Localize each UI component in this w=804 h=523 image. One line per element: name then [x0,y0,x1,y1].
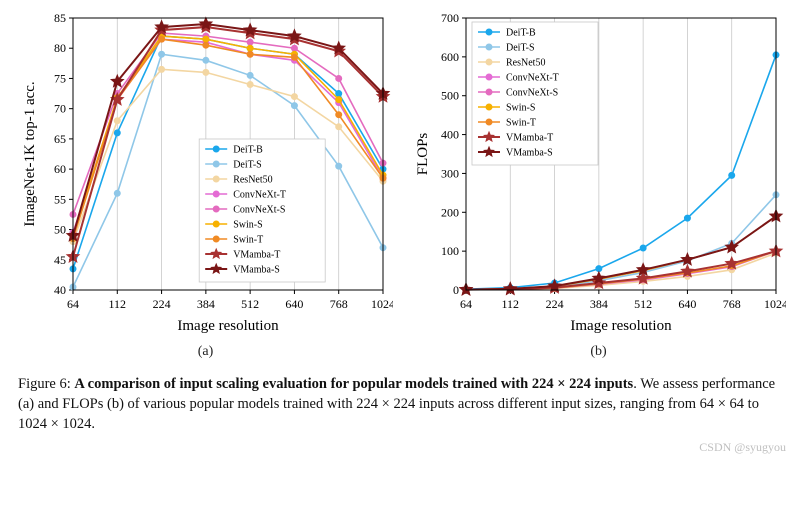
svg-text:Swin-S: Swin-S [233,220,262,231]
svg-text:Swin-T: Swin-T [506,118,536,129]
svg-text:VMamba-S: VMamba-S [233,265,280,276]
panel-b-sublabel: (b) [411,344,786,360]
svg-text:700: 700 [441,11,459,25]
svg-text:DeiT-B: DeiT-B [506,28,536,39]
svg-text:50: 50 [54,223,66,237]
svg-text:FLOPs: FLOPs [415,133,431,176]
svg-text:ConvNeXt-S: ConvNeXt-S [233,205,285,216]
svg-text:Swin-S: Swin-S [506,103,535,114]
caption-bold: A comparison of input scaling evaluation… [74,376,633,392]
svg-text:DeiT-S: DeiT-S [506,43,535,54]
svg-text:Image resolution: Image resolution [570,318,672,334]
svg-text:DeiT-B: DeiT-B [233,145,263,156]
svg-text:112: 112 [502,297,520,311]
svg-text:60: 60 [54,162,66,176]
svg-text:100: 100 [441,244,459,258]
svg-text:ImageNet-1K top-1 acc.: ImageNet-1K top-1 acc. [22,81,38,226]
svg-text:1024: 1024 [371,297,393,311]
figure-caption: Figure 6: A comparison of input scaling … [18,374,786,434]
svg-text:ConvNeXt-T: ConvNeXt-T [233,190,286,201]
svg-text:55: 55 [54,192,66,206]
panel-a-sublabel: (a) [18,344,393,360]
svg-text:ConvNeXt-T: ConvNeXt-T [506,73,559,84]
svg-text:640: 640 [678,297,696,311]
svg-text:500: 500 [441,89,459,103]
svg-text:768: 768 [330,297,348,311]
svg-text:Swin-T: Swin-T [233,235,263,246]
caption-label: Figure 6: [18,376,71,392]
svg-text:40: 40 [54,283,66,297]
figure-6: 4045505560657075808564112224384512640768… [0,0,804,444]
svg-text:64: 64 [460,297,472,311]
svg-text:VMamba-T: VMamba-T [233,250,280,261]
svg-text:200: 200 [441,205,459,219]
svg-text:384: 384 [197,297,215,311]
svg-text:75: 75 [54,71,66,85]
svg-text:300: 300 [441,166,459,180]
svg-text:400: 400 [441,128,459,142]
svg-text:70: 70 [54,102,66,116]
svg-text:85: 85 [54,11,66,25]
svg-text:384: 384 [590,297,608,311]
svg-text:Image resolution: Image resolution [177,318,279,334]
svg-text:80: 80 [54,41,66,55]
svg-text:VMamba-S: VMamba-S [506,148,553,159]
svg-text:DeiT-S: DeiT-S [233,160,262,171]
svg-text:ResNet50: ResNet50 [506,58,545,69]
svg-text:ResNet50: ResNet50 [233,175,272,186]
svg-text:1024: 1024 [764,297,786,311]
panels-row: 4045505560657075808564112224384512640768… [18,8,786,360]
svg-text:VMamba-T: VMamba-T [506,133,553,144]
svg-text:45: 45 [54,253,66,267]
svg-text:640: 640 [285,297,303,311]
svg-text:224: 224 [153,297,171,311]
chart-accuracy: 40 45 50 55 60 65 70 75 80 85 64 112 224 384 512 640 768… [18,8,393,338]
svg-text:512: 512 [241,297,259,311]
svg-text:64: 64 [67,297,79,311]
svg-text:ConvNeXt-S: ConvNeXt-S [506,88,558,99]
svg-text:0: 0 [453,283,459,297]
svg-text:512: 512 [634,297,652,311]
panel-a: 40 45 50 55 60 65 70 75 80 85 64 112 224 384 512 640 768… [18,8,393,360]
svg-text:600: 600 [441,50,459,64]
svg-text:224: 224 [546,297,564,311]
svg-text:65: 65 [54,132,66,146]
chart-flops: 0 100 200 300 400 500 600 700 64 112 224 384 512 640 7… [411,8,786,338]
svg-text:112: 112 [109,297,127,311]
svg-text:768: 768 [723,297,741,311]
watermark: CSDN @syugyou [0,440,804,455]
panel-b: 0 100 200 300 400 500 600 700 64 112 224 384 512 640 7… [411,8,786,360]
